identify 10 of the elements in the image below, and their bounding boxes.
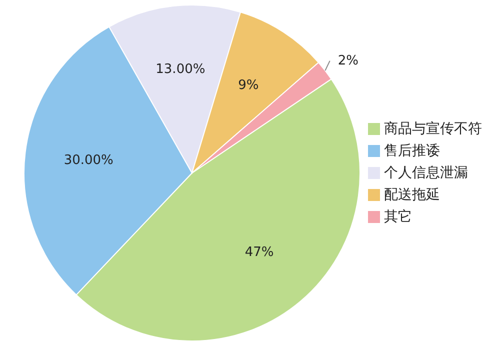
legend-label: 个人信息泄漏	[384, 164, 468, 180]
legend-label: 其它	[384, 208, 412, 224]
legend-label: 商品与宣传不符	[384, 120, 482, 136]
data-label: 30.00%	[64, 152, 114, 168]
legend-label: 售后推诿	[384, 142, 440, 158]
data-label: 2%	[338, 53, 358, 68]
legend-label: 配送拖延	[384, 186, 440, 202]
data-label: 13.00%	[156, 62, 206, 77]
data-label: 9%	[238, 78, 259, 93]
data-label: 47%	[244, 245, 274, 260]
